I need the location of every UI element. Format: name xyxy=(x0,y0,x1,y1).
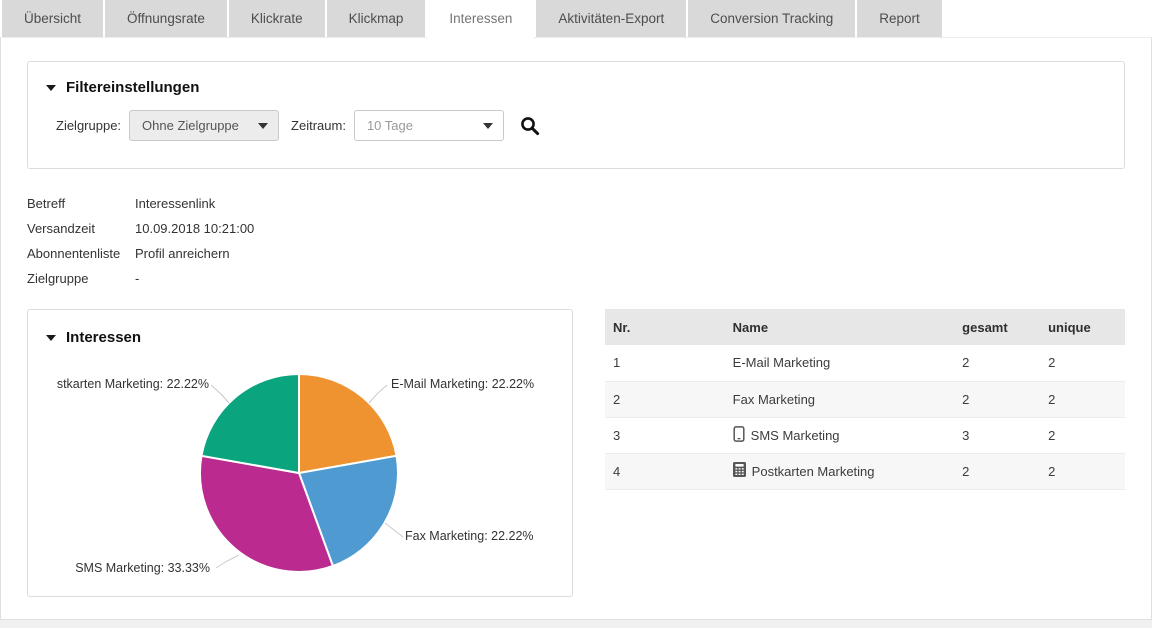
cell-gesamt: 2 xyxy=(954,345,1041,382)
cell-name: Fax Marketing xyxy=(724,381,955,418)
calculator-icon xyxy=(732,462,746,480)
tab-interessen[interactable]: Interessen xyxy=(427,0,535,38)
filter-panel-toggle[interactable]: Filtereinstellungen xyxy=(46,79,1106,96)
pie-slice-sms-marketing[interactable] xyxy=(199,454,335,573)
filter-panel-title: Filtereinstellungen xyxy=(66,79,200,96)
magnifier-icon xyxy=(521,116,540,135)
meta-row-abonnentenliste: Abonnentenliste Profil anreichern xyxy=(27,241,1125,266)
interests-table: Nr. Name gesamt unique 1 E-Mail Marketin… xyxy=(605,309,1125,490)
chevron-down-icon xyxy=(258,122,269,129)
pie-label-email: E-Mail Marketing: 22.22% xyxy=(391,377,535,391)
col-header-unique: unique xyxy=(1040,309,1125,345)
interests-table-wrap: Nr. Name gesamt unique 1 E-Mail Marketin… xyxy=(605,309,1125,490)
cell-nr: 3 xyxy=(605,417,725,454)
meta-value: - xyxy=(135,271,140,286)
meta-row-versandzeit: Versandzeit 10.09.2018 10:21:00 xyxy=(27,216,1125,241)
cell-name: Postkarten Marketing xyxy=(724,453,955,490)
interests-chart-panel: Interessen E-Mail Marketing: 22.22% stka… xyxy=(27,309,573,597)
interests-panel-title: Interessen xyxy=(66,329,142,346)
cell-unique: 2 xyxy=(1040,381,1125,418)
meta-value: 10.09.2018 10:21:00 xyxy=(135,221,255,236)
pie-slice-e-mail-marketing[interactable] xyxy=(298,372,398,475)
tab-klickrate[interactable]: Klickrate xyxy=(228,0,325,37)
tab-bar: Übersicht Öffnungsrate Klickrate Klickmap In… xyxy=(0,0,1152,38)
interests-panel-toggle[interactable]: Interessen xyxy=(46,329,141,346)
pie-label-postkarten: stkarten Marketing: 22.22% xyxy=(56,377,209,391)
tab-öffnungsrate[interactable]: Öffnungsrate xyxy=(105,0,227,37)
table-row: 3 SMS Marketing xyxy=(605,417,1125,454)
col-header-nr: Nr. xyxy=(605,309,725,345)
table-header-row: Nr. Name gesamt unique xyxy=(605,309,1125,345)
meta-label: Abonnentenliste xyxy=(27,246,121,261)
tab-klickmap[interactable]: Klickmap xyxy=(326,0,426,37)
smartphone-icon xyxy=(733,425,745,445)
table-row: 2 Fax Marketing 2 2 xyxy=(605,381,1125,418)
zeitraum-select[interactable]: 10 Tage xyxy=(353,110,504,141)
cell-unique: 2 xyxy=(1040,453,1125,490)
filter-panel: Filtereinstellungen Zielgruppe: Ohne Zie… xyxy=(27,61,1125,169)
table-row: 4 xyxy=(605,453,1125,490)
zielgruppe-label: Zielgruppe: xyxy=(56,118,122,133)
cell-nr: 4 xyxy=(605,453,725,490)
cell-name: E-Mail Marketing xyxy=(724,345,955,382)
filter-controls: Zielgruppe: Ohne Zielgruppe Zeitraum: 10… xyxy=(46,110,1106,141)
chevron-down-icon xyxy=(482,122,493,129)
zeitraum-selected-value: 10 Tage xyxy=(366,118,413,133)
zielgruppe-select[interactable]: Ohne Zielgruppe xyxy=(129,110,280,141)
cell-unique: 2 xyxy=(1040,417,1125,454)
tab-übersicht[interactable]: Übersicht xyxy=(2,0,104,37)
meta-row-zielgruppe: Zielgruppe - xyxy=(27,266,1125,291)
meta-label: Versandzeit xyxy=(27,221,95,236)
pie-slice-postkarten-marketing[interactable] xyxy=(200,372,300,475)
pie-label-sms: SMS Marketing: 33.33% xyxy=(75,561,210,575)
meta-value: Profil anreichern xyxy=(135,246,230,261)
cell-gesamt: 3 xyxy=(954,417,1041,454)
pie-label-fax: Fax Marketing: 22.22% xyxy=(405,529,534,543)
tab-aktivitäten-export[interactable]: Aktivitäten-Export xyxy=(536,0,687,37)
cell-gesamt: 2 xyxy=(954,453,1041,490)
meta-label: Zielgruppe xyxy=(27,271,89,286)
tab-conversion-tracking[interactable]: Conversion Tracking xyxy=(688,0,856,37)
content-area: Filtereinstellungen Zielgruppe: Ohne Zie… xyxy=(0,37,1152,620)
collapse-triangle-icon xyxy=(46,334,56,341)
meta-row-betreff: Betreff Interessenlink xyxy=(27,191,1125,216)
table-row: 1 E-Mail Marketing 2 2 xyxy=(605,345,1125,382)
collapse-triangle-icon xyxy=(46,84,56,91)
mailing-metadata: Betreff Interessenlink Versandzeit 10.09… xyxy=(27,191,1125,291)
zeitraum-label: Zeitraum: xyxy=(291,118,346,133)
meta-label: Betreff xyxy=(27,196,66,211)
interests-pie-chart[interactable] xyxy=(28,310,573,597)
cell-unique: 2 xyxy=(1040,345,1125,382)
cell-nr: 1 xyxy=(605,345,725,382)
col-header-name: Name xyxy=(724,309,955,345)
search-button[interactable] xyxy=(519,115,541,137)
tab-report[interactable]: Report xyxy=(857,0,942,37)
cell-nr: 2 xyxy=(605,381,725,418)
zielgruppe-selected-value: Ohne Zielgruppe xyxy=(142,118,239,133)
cell-gesamt: 2 xyxy=(954,381,1041,418)
cell-name: SMS Marketing xyxy=(724,417,955,454)
meta-value: Interessenlink xyxy=(135,196,216,211)
pie-connector-lines xyxy=(210,384,404,569)
col-header-gesamt: gesamt xyxy=(954,309,1041,345)
